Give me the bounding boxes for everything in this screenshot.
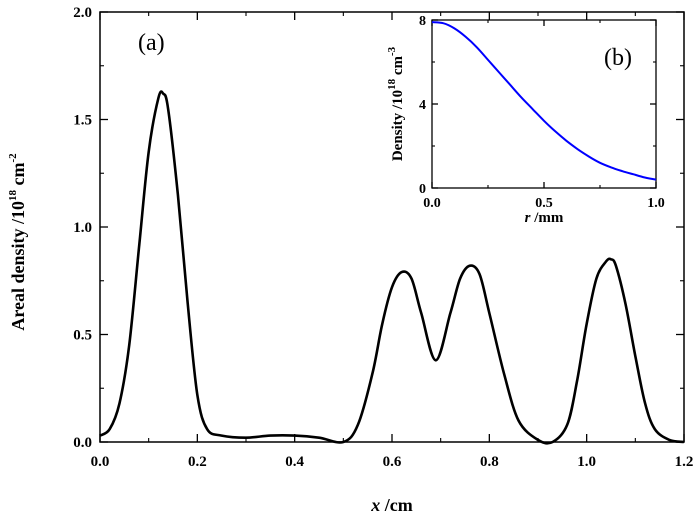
- main-density-curve: [99, 90, 685, 445]
- main-x-tick-label: 0.2: [188, 454, 207, 470]
- main-y-tick-label: 0.5: [73, 328, 92, 344]
- inset-x-axis-label: r /mm: [525, 210, 564, 226]
- main-y-tick-label: 1.0: [73, 220, 92, 236]
- main-x-axis-label: x /cm: [370, 495, 412, 515]
- inset-density-curve: [431, 21, 657, 181]
- main-x-tick-label: 0.8: [480, 454, 499, 470]
- main-axis-ticks: 0.0 0.2 0.4 0.6 0.8 1.0 1.2 0.0 0.5 1.0 1.5 2.0: [73, 5, 693, 470]
- inset-panel-label: (b): [604, 45, 632, 71]
- inset-x-tick-label: 1.0: [647, 196, 665, 211]
- main-x-tick-label: 0.0: [91, 454, 110, 470]
- main-x-tick-label: 1.2: [675, 454, 694, 470]
- main-y-axis-label: Areal density /1018 cm-2: [7, 153, 28, 331]
- main-y-tick-label: 0.0: [73, 435, 92, 451]
- inset-x-tick-label: 0.5: [535, 196, 553, 211]
- main-x-tick-label: 0.6: [383, 454, 402, 470]
- inset-y-axis-label: Density /1018 cm-3: [386, 46, 406, 161]
- inset-y-tick-label: 8: [419, 14, 426, 29]
- main-x-tick-label: 1.0: [577, 454, 596, 470]
- main-y-tick-label: 2.0: [73, 5, 92, 21]
- inset-plot-background: [432, 20, 656, 188]
- inset-x-tick-label: 0.0: [423, 196, 441, 211]
- inset-y-tick-label: 0: [419, 182, 426, 197]
- main-y-tick-label: 1.5: [73, 113, 92, 129]
- inset-y-tick-label: 4: [419, 98, 426, 113]
- main-panel-label: (a): [138, 30, 165, 56]
- main-plot: 0.0 0.2 0.4 0.6 0.8 1.0 1.2 0.0 0.5 1.0 1.5 2.0 (a)…: [7, 5, 693, 515]
- inset-plot: 0.0 0.5 1.0 0 4 8 (b) r /mm Density /1018 cm-…: [386, 14, 665, 226]
- inset-axis-ticks: 0.0 0.5 1.0 0 4 8: [419, 14, 665, 211]
- main-x-tick-label: 0.4: [285, 454, 304, 470]
